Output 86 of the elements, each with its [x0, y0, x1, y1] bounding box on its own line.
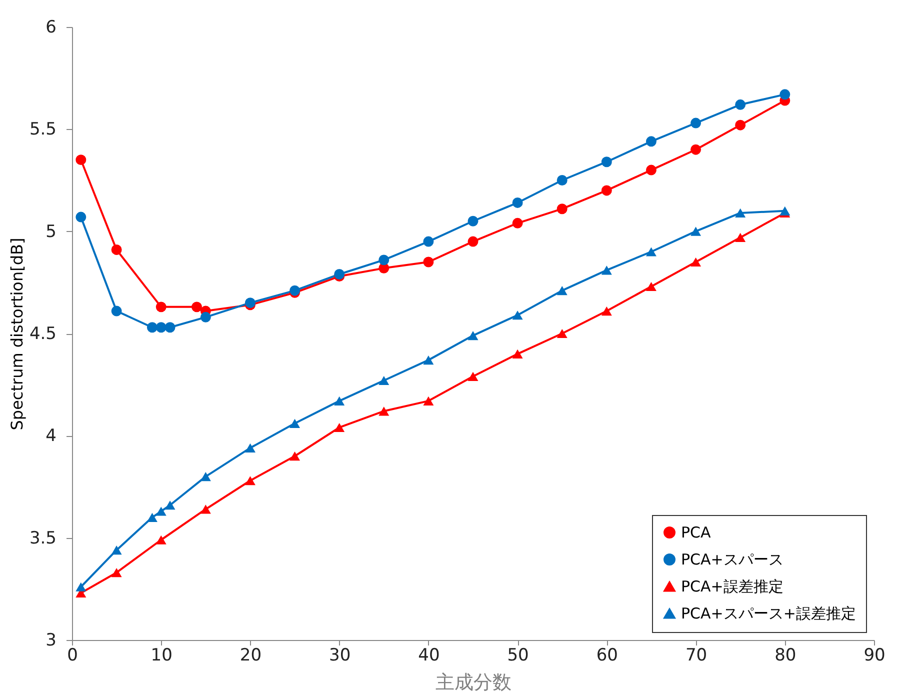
- point: [690, 118, 702, 128]
- y-tick-label: 5: [46, 222, 56, 242]
- y-tick-label: 4.5: [29, 324, 56, 344]
- point: [423, 256, 434, 268]
- point: [601, 306, 612, 316]
- legend-label: PCA: [681, 524, 712, 542]
- point: [601, 266, 612, 275]
- x-axis-title: 主成分数: [436, 672, 512, 694]
- point: [512, 310, 523, 320]
- legend-label: PCA+スパース: [681, 550, 784, 568]
- point: [76, 212, 86, 222]
- point: [646, 136, 656, 147]
- point: [378, 262, 390, 274]
- point: [690, 226, 702, 236]
- point: [690, 144, 702, 155]
- point: [601, 185, 612, 196]
- point: [378, 376, 390, 386]
- legend-label: PCA+誤差推定: [681, 578, 784, 596]
- y-tick-label: 3: [46, 630, 56, 650]
- point: [468, 372, 478, 381]
- point: [512, 349, 523, 358]
- x-tick-label: 50: [507, 646, 529, 666]
- point: [468, 236, 478, 247]
- point: [200, 472, 211, 482]
- point: [556, 328, 568, 338]
- point: [76, 582, 86, 592]
- point: [735, 99, 746, 110]
- point: [146, 322, 158, 333]
- point: [556, 286, 568, 296]
- point: [512, 218, 523, 228]
- point: [156, 302, 166, 312]
- point: [556, 175, 568, 186]
- y-tick-label: 4: [46, 426, 56, 446]
- point: [646, 164, 656, 176]
- point: [556, 204, 568, 214]
- x-tick-label: 40: [418, 646, 440, 666]
- y-tick-label: 5.5: [29, 120, 56, 140]
- point: [334, 269, 345, 280]
- legend-label: PCA+スパース+誤差推定: [681, 604, 856, 622]
- point: [468, 216, 478, 226]
- point: [646, 247, 656, 256]
- point: [290, 452, 300, 461]
- point: [378, 254, 390, 266]
- x-tick-label: 60: [596, 646, 618, 666]
- point: [164, 322, 176, 333]
- point: [200, 312, 211, 322]
- point: [164, 500, 176, 510]
- point: [290, 418, 300, 428]
- point: [780, 89, 790, 100]
- y-axis-title: Spectrum distortion[dB]: [7, 238, 26, 430]
- point: [156, 322, 166, 333]
- point: [192, 302, 202, 312]
- point: [378, 406, 390, 416]
- x-tick-label: 20: [240, 646, 262, 666]
- point: [156, 535, 166, 544]
- point: [735, 208, 746, 218]
- y-tick-label: 6: [46, 18, 56, 38]
- point: [735, 232, 746, 242]
- point: [111, 546, 122, 555]
- x-tick-label: 30: [329, 646, 351, 666]
- point: [690, 257, 702, 267]
- point: [334, 422, 345, 432]
- point: [111, 568, 122, 578]
- x-tick-label: 90: [864, 646, 886, 666]
- x-tick-label: 10: [150, 646, 172, 666]
- point: [334, 396, 345, 406]
- point: [111, 306, 122, 316]
- x-tick-label: 0: [67, 646, 78, 666]
- point: [423, 356, 434, 365]
- point: [244, 443, 256, 452]
- point: [512, 197, 523, 208]
- point: [468, 331, 478, 340]
- point: [735, 120, 746, 130]
- point: [76, 154, 86, 166]
- point: [111, 244, 122, 255]
- point: [423, 236, 434, 247]
- y-tick-label: 3.5: [29, 528, 56, 548]
- x-tick-label: 70: [685, 646, 708, 666]
- point: [146, 512, 158, 522]
- point: [601, 156, 612, 168]
- point: [200, 504, 211, 514]
- point: [244, 476, 256, 486]
- point: [156, 506, 166, 516]
- x-tick-label: 80: [774, 646, 796, 666]
- point: [646, 282, 656, 292]
- point: [423, 396, 434, 406]
